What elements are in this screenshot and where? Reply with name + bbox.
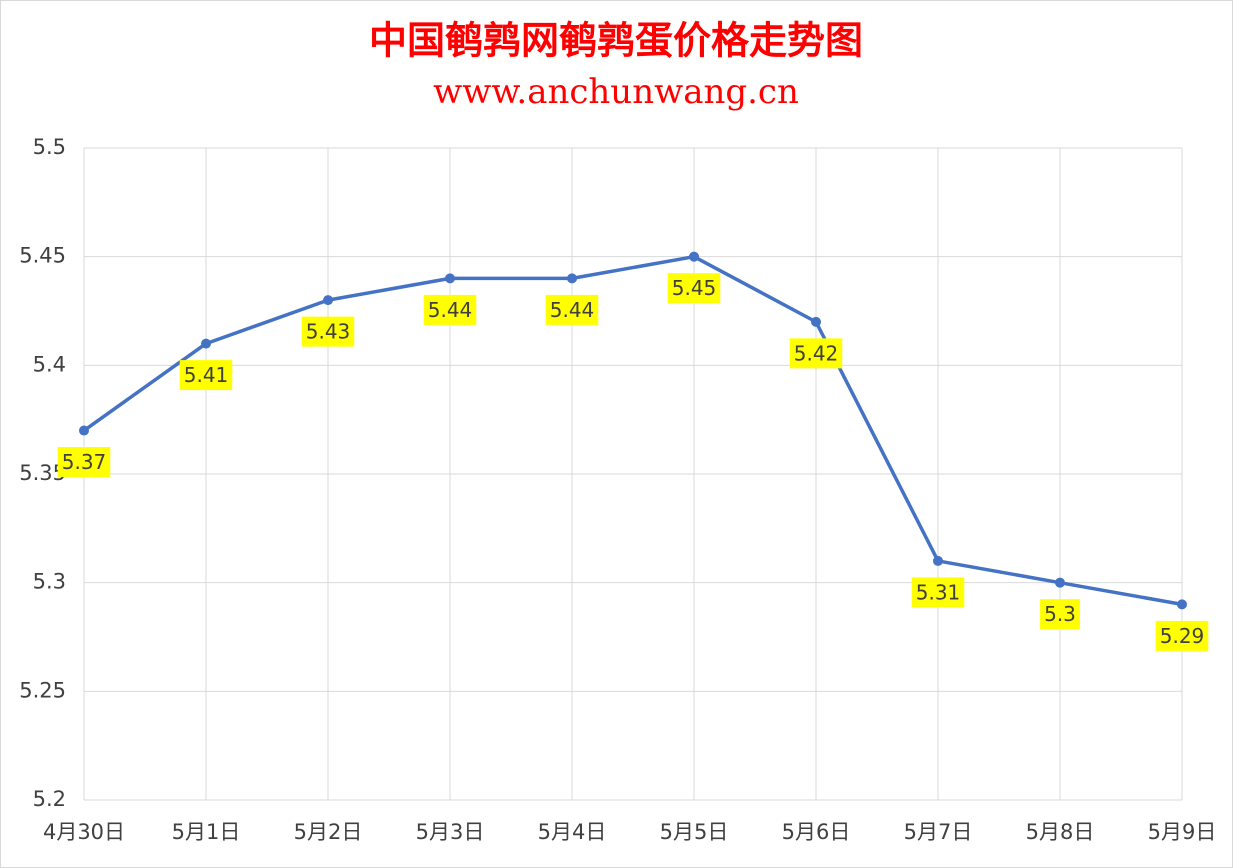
data-label-group: 5.45	[667, 273, 721, 304]
point	[567, 273, 577, 284]
x-tick-label: 5月5日	[660, 820, 729, 844]
data-label-bg	[1040, 599, 1080, 630]
line	[82, 254, 1183, 607]
point	[811, 316, 821, 327]
y-tick-label: 5.5	[33, 135, 66, 159]
data-label-bg	[301, 316, 355, 347]
data-label: 5.31	[916, 580, 961, 604]
data-label: 5.45	[672, 276, 717, 300]
x-tick-label: 4月30日	[43, 820, 125, 844]
data-label-bg	[423, 294, 477, 325]
data-label: 5.37	[62, 450, 107, 474]
data-label-group: 5.37	[57, 447, 111, 478]
point	[445, 273, 455, 284]
data-label-group: 5.44	[423, 294, 477, 325]
data-label-group: 5.44	[545, 294, 599, 325]
data-label-group: 5.31	[911, 577, 965, 608]
point	[323, 295, 333, 306]
x-tick-label: 5月8日	[1026, 820, 1095, 844]
x-tick-label: 5月9日	[1148, 820, 1217, 844]
y-tick-label: 5.4	[33, 352, 66, 376]
data-label-group: 5.29	[1155, 620, 1209, 651]
data-label-group: 5.41	[179, 360, 233, 391]
data-label-group: 5.42	[789, 338, 843, 369]
x-tick-label: 5月1日	[172, 820, 241, 844]
point	[1177, 599, 1187, 610]
data-label: 5.44	[550, 298, 595, 322]
y-tick-label: 5.45	[19, 244, 66, 268]
x-tick-label: 5月2日	[294, 820, 363, 844]
data-label: 5.43	[306, 320, 351, 344]
data-label-bg	[57, 447, 111, 478]
data-label-bg	[789, 338, 843, 369]
data-label-bg	[911, 577, 965, 608]
data-label: 5.41	[184, 363, 229, 387]
point	[689, 251, 699, 262]
data-label-bg	[179, 360, 233, 391]
data-label-group: 5.43	[301, 316, 355, 347]
data-label-bg	[667, 273, 721, 304]
x-tick-label: 5月3日	[416, 820, 485, 844]
chart-subtitle: www.anchunwang.cn	[433, 72, 799, 112]
y-tick-label: 5.25	[19, 678, 66, 702]
data-label-group: 5.3	[1040, 599, 1080, 630]
data-label: 5.29	[1160, 624, 1205, 648]
data-label: 5.42	[794, 341, 839, 365]
x-tick-label: 5月6日	[782, 820, 851, 844]
x-tick-label: 5月7日	[904, 820, 973, 844]
data-label: 5.44	[428, 298, 473, 322]
point	[201, 338, 211, 349]
y-tick-label: 5.3	[33, 570, 66, 594]
point	[79, 425, 89, 436]
point	[1055, 577, 1065, 588]
data-label-bg	[1155, 620, 1209, 651]
point	[933, 555, 943, 566]
y-tick-label: 5.2	[33, 787, 66, 811]
chart-title: 中国鹌鹑网鹌鹑蛋价格走势图	[369, 18, 863, 63]
data-label-bg	[545, 294, 599, 325]
x-tick-label: 5月4日	[538, 820, 607, 844]
data-label: 5.3	[1044, 602, 1076, 626]
